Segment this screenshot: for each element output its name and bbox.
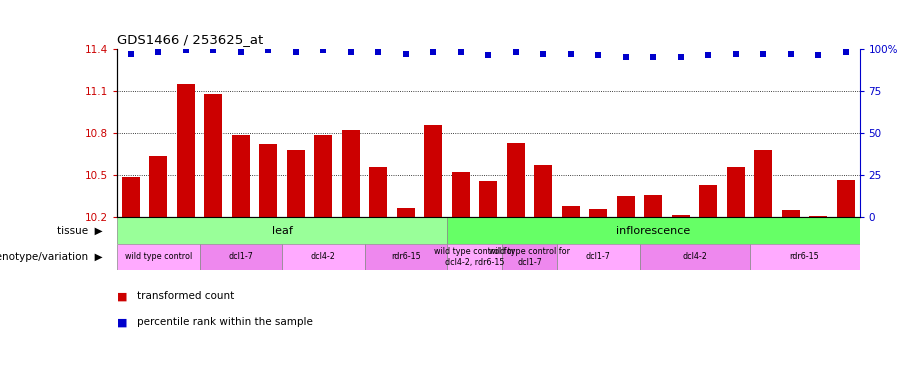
Point [784,51,798,57]
Bar [369,167,387,218]
Point [371,49,385,55]
Bar [699,185,717,218]
Bar [259,144,277,218]
Text: wild type control: wild type control [124,252,192,261]
Bar [117,244,200,270]
Text: ■: ■ [117,318,131,327]
Bar [809,216,827,217]
Point [454,49,468,55]
Bar [671,214,689,217]
Point [756,51,770,57]
Point [508,49,523,55]
Bar [640,244,750,270]
Point [536,51,551,57]
Text: GDS1466 / 253625_at: GDS1466 / 253625_at [117,33,263,46]
Text: transformed count: transformed count [137,291,234,301]
Text: genotype/variation  ▶: genotype/variation ▶ [0,252,103,262]
Point [289,49,303,55]
Text: dcl4-2: dcl4-2 [310,252,336,261]
Bar [424,124,442,217]
Point [673,54,688,60]
Bar [480,181,497,218]
Bar [590,209,608,218]
Bar [342,130,360,218]
Bar [507,143,525,218]
Bar [727,167,744,218]
Bar [502,244,557,270]
Bar [200,244,282,270]
Bar [837,180,855,218]
Bar [364,244,447,270]
Bar [535,165,553,218]
Text: wild type control for
dcl4-2, rdr6-15: wild type control for dcl4-2, rdr6-15 [434,247,515,267]
Bar [397,208,415,218]
Point [701,53,716,58]
Point [646,54,661,60]
Point [151,49,166,55]
Text: rdr6-15: rdr6-15 [789,252,819,261]
Text: leaf: leaf [272,226,292,236]
Text: dcl4-2: dcl4-2 [682,252,707,261]
Bar [644,195,662,217]
Point [618,54,633,60]
Text: dcl1-7: dcl1-7 [229,252,253,261]
Bar [754,150,772,217]
Bar [287,150,305,217]
Text: inflorescence: inflorescence [616,226,690,236]
Bar [782,210,800,218]
Bar [452,172,470,217]
Point [811,53,825,58]
Point [839,49,853,55]
Point [481,53,495,58]
Text: percentile rank within the sample: percentile rank within the sample [137,318,312,327]
Point [316,47,330,53]
Point [399,51,413,57]
Bar [282,244,364,270]
Bar [447,217,860,244]
Point [591,53,606,58]
Bar [232,135,249,218]
Bar [149,156,167,218]
Point [344,49,358,55]
Bar [122,177,140,218]
Point [261,47,275,53]
Bar [117,217,447,244]
Text: ■: ■ [117,291,131,301]
Bar [447,244,502,270]
Bar [204,94,222,218]
Point [234,49,248,55]
Bar [314,135,332,218]
Text: dcl1-7: dcl1-7 [586,252,611,261]
Bar [562,206,580,218]
Text: wild type control for
dcl1-7: wild type control for dcl1-7 [489,247,570,267]
Point [206,47,220,53]
Text: tissue  ▶: tissue ▶ [57,226,103,236]
Point [426,49,440,55]
Bar [616,196,634,217]
Point [123,51,138,57]
Text: rdr6-15: rdr6-15 [391,252,420,261]
Point [563,51,578,57]
Bar [750,244,859,270]
Bar [176,84,194,218]
Point [729,51,743,57]
Point [178,47,193,53]
Bar [557,244,640,270]
